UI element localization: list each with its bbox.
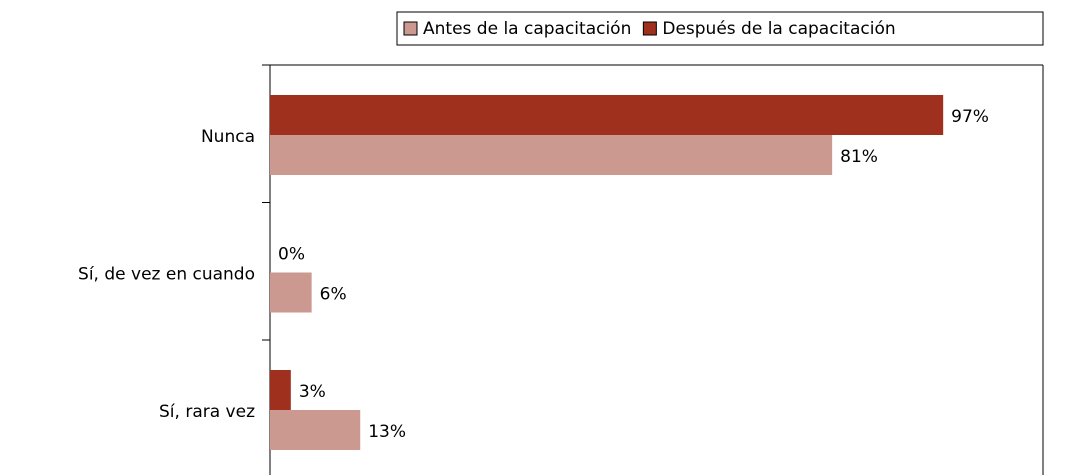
- legend-swatch: [642, 21, 657, 36]
- legend-swatch: [403, 21, 418, 36]
- data-label: 81%: [840, 147, 878, 167]
- data-label: 6%: [320, 285, 347, 305]
- y-tick-label: Sí, de vez en cuando: [78, 264, 255, 284]
- y-tick-label: Sí, rara vez: [159, 402, 255, 422]
- bar: [270, 370, 291, 410]
- bar: [270, 410, 361, 450]
- legend-box: [396, 11, 1044, 46]
- bar: [270, 272, 312, 313]
- data-label: 13%: [368, 422, 406, 442]
- legend-label: Antes de la capacitación: [423, 19, 631, 39]
- bar: [270, 95, 944, 135]
- bar: [270, 135, 833, 175]
- data-label: 0%: [278, 245, 305, 265]
- y-tick-label: Nunca: [201, 127, 255, 147]
- data-label: 97%: [951, 107, 989, 127]
- legend-label: Después de la capacitación: [662, 19, 895, 39]
- data-label: 3%: [299, 382, 326, 402]
